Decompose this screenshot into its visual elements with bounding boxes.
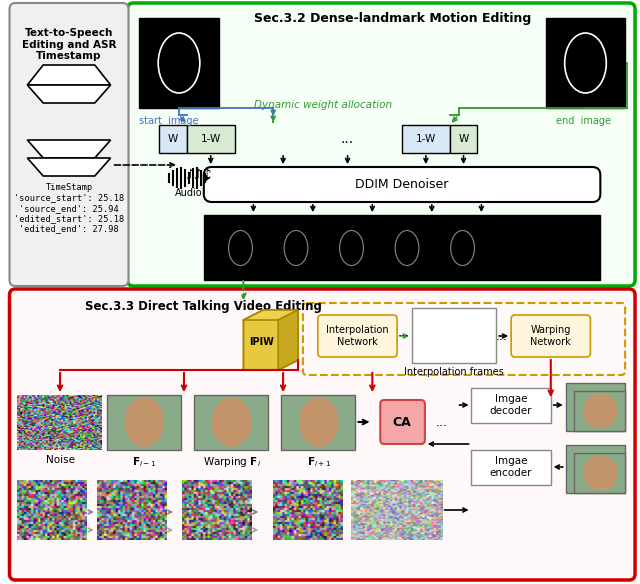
Text: start  image: start image bbox=[140, 116, 199, 126]
Text: Dynamic weight allocation: Dynamic weight allocation bbox=[253, 100, 392, 110]
Text: ...: ... bbox=[436, 415, 448, 429]
FancyBboxPatch shape bbox=[472, 388, 551, 423]
FancyBboxPatch shape bbox=[566, 445, 625, 493]
FancyBboxPatch shape bbox=[318, 315, 397, 357]
Text: 1-W: 1-W bbox=[200, 134, 221, 144]
Text: Warping $\mathbf{F}_i$: Warping $\mathbf{F}_i$ bbox=[203, 455, 260, 469]
Polygon shape bbox=[243, 310, 298, 370]
Polygon shape bbox=[28, 140, 111, 158]
Text: W: W bbox=[458, 134, 468, 144]
Text: Audio: Audio bbox=[175, 188, 203, 198]
FancyBboxPatch shape bbox=[546, 18, 625, 108]
Text: Text-to-Speech
Editing and ASR
Timestamp: Text-to-Speech Editing and ASR Timestamp bbox=[22, 28, 116, 61]
Text: ...: ... bbox=[495, 329, 508, 342]
FancyBboxPatch shape bbox=[159, 125, 187, 153]
FancyBboxPatch shape bbox=[573, 453, 625, 493]
Polygon shape bbox=[278, 310, 298, 370]
Text: TimeStamp
'source_start': 25.18
'source_end': 25.94
'edited_start': 25.18
'edite: TimeStamp 'source_start': 25.18 'source_… bbox=[14, 183, 124, 234]
Text: Imgae
encoder: Imgae encoder bbox=[490, 456, 532, 478]
FancyBboxPatch shape bbox=[566, 383, 625, 431]
FancyBboxPatch shape bbox=[380, 400, 425, 444]
Text: ...: ... bbox=[398, 326, 410, 339]
Text: DDIM Denoiser: DDIM Denoiser bbox=[355, 178, 449, 190]
Text: $\mathbf{F}_{i-1}$: $\mathbf{F}_{i-1}$ bbox=[132, 455, 156, 469]
FancyBboxPatch shape bbox=[10, 3, 129, 286]
FancyBboxPatch shape bbox=[450, 125, 477, 153]
FancyBboxPatch shape bbox=[511, 315, 591, 357]
FancyBboxPatch shape bbox=[571, 450, 625, 493]
Polygon shape bbox=[28, 65, 111, 85]
FancyBboxPatch shape bbox=[412, 308, 496, 363]
FancyBboxPatch shape bbox=[127, 3, 635, 286]
Text: Noise: Noise bbox=[45, 455, 74, 465]
Ellipse shape bbox=[583, 394, 618, 429]
FancyBboxPatch shape bbox=[204, 215, 600, 280]
Text: $\mathbf{F}_{i+1}$: $\mathbf{F}_{i+1}$ bbox=[307, 455, 331, 469]
Text: end  image: end image bbox=[556, 116, 611, 126]
Ellipse shape bbox=[583, 456, 618, 491]
FancyBboxPatch shape bbox=[571, 388, 625, 431]
FancyBboxPatch shape bbox=[10, 289, 635, 580]
Text: ...: ... bbox=[341, 132, 354, 146]
Ellipse shape bbox=[125, 397, 164, 447]
Text: IPIW: IPIW bbox=[249, 337, 274, 347]
FancyBboxPatch shape bbox=[187, 125, 234, 153]
Text: 1-W: 1-W bbox=[416, 134, 436, 144]
Text: ♪♪♪: ♪♪♪ bbox=[186, 168, 212, 182]
Text: W: W bbox=[168, 134, 178, 144]
Text: Interpolation
Network: Interpolation Network bbox=[326, 325, 388, 347]
Text: ...: ... bbox=[358, 412, 371, 426]
FancyBboxPatch shape bbox=[140, 18, 219, 108]
Ellipse shape bbox=[299, 397, 339, 447]
Text: Sec.3.3 Direct Talking Video Editing: Sec.3.3 Direct Talking Video Editing bbox=[85, 300, 322, 313]
Polygon shape bbox=[28, 158, 111, 176]
FancyBboxPatch shape bbox=[107, 395, 181, 450]
Polygon shape bbox=[28, 85, 111, 103]
FancyBboxPatch shape bbox=[402, 125, 450, 153]
FancyBboxPatch shape bbox=[281, 395, 355, 450]
Text: Sec.3.2 Dense-landmark Motion Editing: Sec.3.2 Dense-landmark Motion Editing bbox=[253, 12, 531, 25]
Text: Imgae
decoder: Imgae decoder bbox=[490, 394, 532, 416]
FancyBboxPatch shape bbox=[194, 395, 268, 450]
Text: Warping
Network: Warping Network bbox=[531, 325, 571, 347]
Text: Interpolation frames: Interpolation frames bbox=[404, 367, 504, 377]
FancyBboxPatch shape bbox=[204, 167, 600, 202]
FancyBboxPatch shape bbox=[573, 391, 625, 431]
FancyBboxPatch shape bbox=[472, 450, 551, 485]
Text: CA: CA bbox=[393, 415, 412, 429]
Polygon shape bbox=[243, 310, 298, 320]
Ellipse shape bbox=[212, 397, 252, 447]
